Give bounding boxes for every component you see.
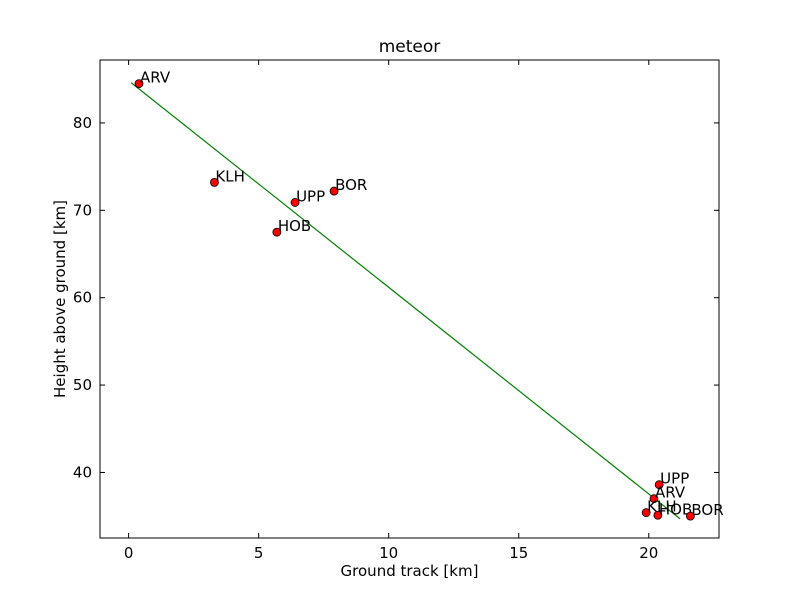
data-point <box>685 511 695 521</box>
x-tick-label: 10 <box>379 544 398 562</box>
point-label: UPP <box>296 187 325 205</box>
x-axis-label: Ground track [km] <box>341 562 479 580</box>
x-tick-label: 5 <box>254 544 264 562</box>
y-tick-label: 70 <box>73 201 92 219</box>
data-point <box>329 186 339 196</box>
point-label: ARV <box>655 484 686 502</box>
point-label: BOR <box>691 501 723 519</box>
data-point <box>641 508 651 518</box>
y-tick-label: 80 <box>73 114 92 132</box>
point-label: ARV <box>140 69 171 87</box>
point-label: HOB <box>659 500 692 518</box>
y-tick-label: 50 <box>73 376 92 394</box>
data-point <box>649 494 659 504</box>
data-point <box>272 227 282 237</box>
point-label: HOB <box>278 217 311 235</box>
y-tick-label: 40 <box>73 463 92 481</box>
fit-line-layer <box>130 82 681 520</box>
x-tick-label: 20 <box>639 544 658 562</box>
data-point <box>210 177 219 187</box>
x-tick-label: 15 <box>509 544 528 562</box>
data-point <box>134 79 144 88</box>
point-label: UPP <box>660 470 689 488</box>
x-tick-label: 0 <box>124 544 134 562</box>
y-axis-label: Height above ground [km] <box>51 200 69 398</box>
y-tick-label: 60 <box>73 289 92 307</box>
point-label: KLH <box>215 167 244 185</box>
data-point <box>653 510 663 520</box>
point-label: KLH <box>647 498 676 516</box>
axis-ticks: 0 5 10 15 20 40 50 60 70 80 <box>73 60 719 562</box>
chart-title: meteor <box>379 37 441 57</box>
point-label: BOR <box>335 176 367 194</box>
plot-area <box>99 59 720 539</box>
fit-line <box>130 82 681 520</box>
data-point <box>290 198 300 207</box>
data-point <box>654 480 664 490</box>
